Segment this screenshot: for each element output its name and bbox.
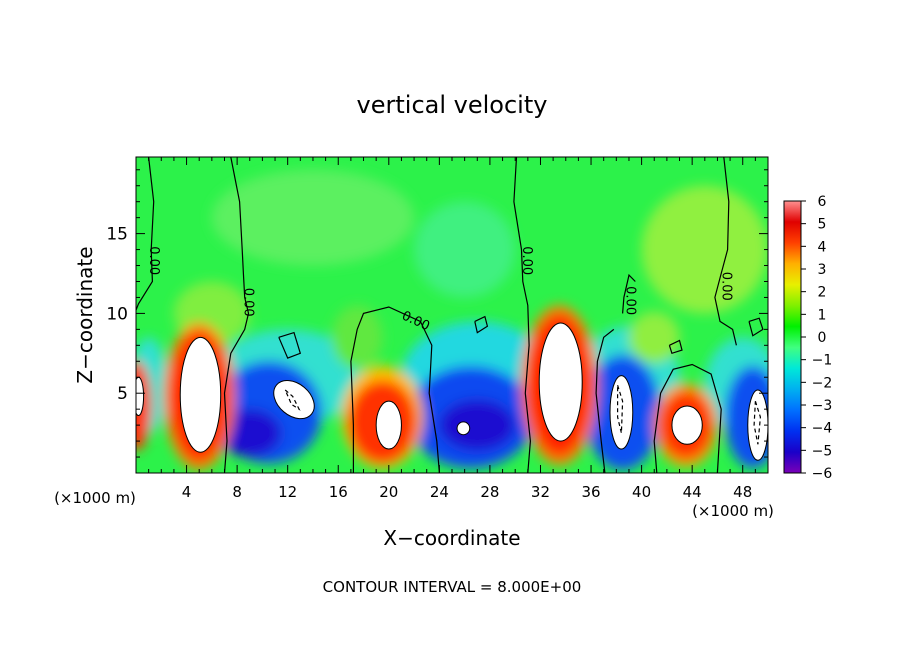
updraft-core <box>375 400 402 450</box>
zero-contour-line <box>350 306 440 473</box>
colorbar-tick-label: 1 <box>818 307 827 323</box>
strong-downdraft-region <box>439 399 516 451</box>
x-tick-label: 24 <box>430 483 449 501</box>
contour-interval-note: CONTOUR INTERVAL = 8.000E+00 <box>323 578 582 596</box>
x-tick-label: 16 <box>329 483 348 501</box>
contour-label: 0.00 <box>519 246 534 275</box>
contour-label: 0.00 <box>718 272 733 301</box>
x-tick-label: 48 <box>733 483 752 501</box>
colorbar-tick-label: 5 <box>818 217 827 233</box>
y-tick-label: 5 <box>117 384 128 404</box>
colorbar-tick-label: −6 <box>812 466 833 482</box>
zero-contour-line <box>223 157 250 473</box>
zero-contour-line <box>668 339 683 355</box>
colorbar-tick-label: 2 <box>818 285 827 301</box>
x-tick-label: 12 <box>278 483 297 501</box>
strong-downdraft-region <box>218 409 282 458</box>
zero-contour-line <box>653 363 722 473</box>
zero-contour-line <box>513 157 532 473</box>
x-axis-label: X−coordinate <box>383 526 520 550</box>
y-tick-label: 10 <box>106 304 128 324</box>
colorbar-tick-label: 3 <box>818 262 827 278</box>
contour-label: 0.00 <box>241 288 256 317</box>
colorbar-tick-label: 4 <box>818 239 827 255</box>
x-tick-label: 4 <box>182 483 192 501</box>
colorbar-tick-label: −5 <box>812 443 833 459</box>
x-tick-label: 40 <box>632 483 651 501</box>
zero-contour-line <box>136 157 155 311</box>
colorbar-gradient-bar <box>784 201 801 473</box>
downdraft-core <box>136 376 145 417</box>
zero-contour-line <box>278 331 302 359</box>
colorbar-tick-label: 6 <box>818 194 827 210</box>
x-tick-label: 20 <box>379 483 398 501</box>
x-tick-label: 36 <box>581 483 600 501</box>
updraft-core <box>179 336 222 453</box>
weak-downdraft-region <box>414 201 516 298</box>
x-tick-label: 28 <box>480 483 499 501</box>
y-tick-label: 15 <box>106 225 128 245</box>
colorbar-frame <box>783 200 802 474</box>
updraft-core <box>671 405 703 445</box>
x-tick-label: 8 <box>232 483 242 501</box>
downdraft-core <box>456 421 471 436</box>
zero-contour-line <box>748 317 764 337</box>
negative-contour-line <box>284 389 301 411</box>
weak-updraft-region <box>641 185 768 314</box>
weak-updraft-region <box>628 311 680 363</box>
colorbar-tick-label: 0 <box>818 330 827 346</box>
contour-label: 0.00 <box>622 286 637 315</box>
colorbar-tick-label: −4 <box>812 421 833 437</box>
colorbar: 6 5 4 3 2 1 0 −1 −2 −3 −4 −5 −6 <box>783 194 832 482</box>
weak-updraft-region <box>331 305 383 370</box>
extreme-cores <box>136 322 768 461</box>
downdraft-core <box>609 375 634 450</box>
contour-label: 0.00 <box>146 246 161 275</box>
colorbar-tick-label: −2 <box>812 375 833 391</box>
zero-contour-line <box>714 157 737 346</box>
colorbar-ticks: 6 5 4 3 2 1 0 −1 −2 −3 −4 −5 −6 <box>801 194 832 482</box>
colorbar-tick-label: −3 <box>812 398 833 414</box>
zero-contour-line <box>474 315 489 334</box>
x-unit-label-right: (×1000 m) <box>692 502 774 520</box>
weak-updraft-region <box>211 169 415 266</box>
colorbar-tick-label: −1 <box>812 353 833 369</box>
y-axis-label: Z−coordinate <box>73 246 97 383</box>
x-unit-label-left: (×1000 m) <box>54 489 136 507</box>
downdraft-core <box>273 380 315 420</box>
negative-contour-line <box>753 401 762 445</box>
chart-title: vertical velocity <box>357 91 548 119</box>
x-tick-label: 32 <box>531 483 550 501</box>
zero-contours <box>136 157 764 473</box>
zero-contour-line <box>622 273 636 314</box>
x-tick-label: 44 <box>683 483 702 501</box>
updraft-core <box>538 322 583 442</box>
downdraft-core <box>747 389 768 461</box>
zero-contour-line <box>595 328 615 473</box>
